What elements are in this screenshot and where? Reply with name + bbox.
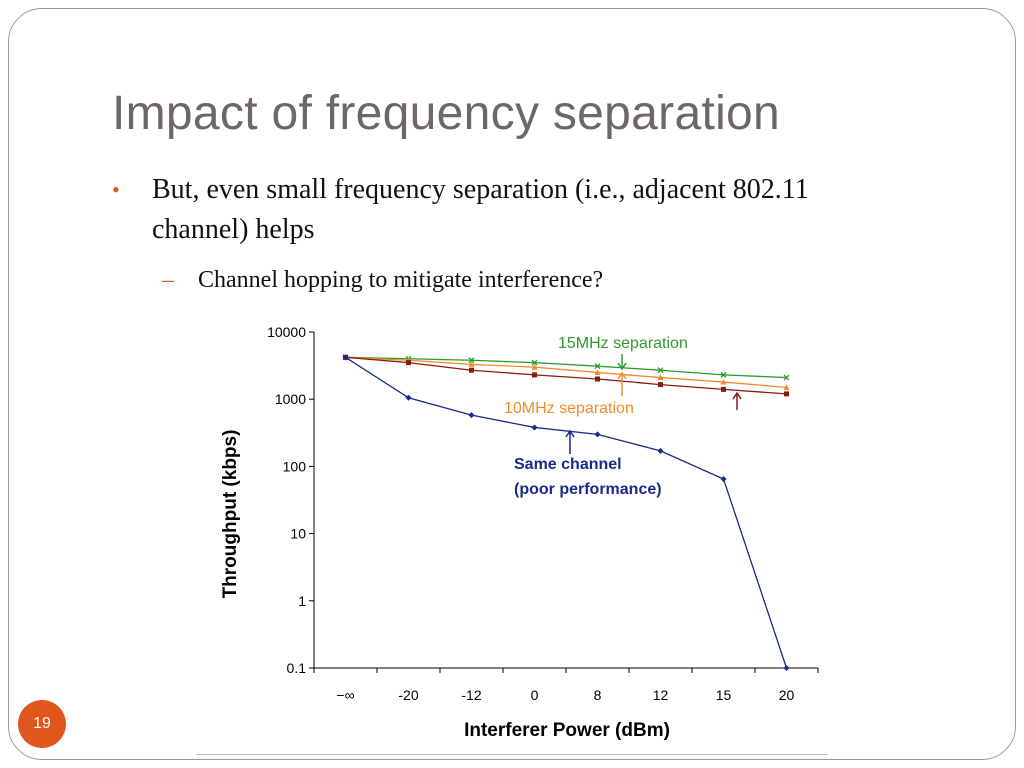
arrow-icon <box>617 371 627 396</box>
data-point <box>531 424 538 431</box>
data-point <box>657 374 664 381</box>
y-tick-label: 1000 <box>275 391 306 407</box>
data-point <box>595 376 600 382</box>
chart-series <box>342 354 790 671</box>
x-tick-label: 15 <box>716 687 732 703</box>
y-tick-label: 10000 <box>267 324 306 340</box>
y-tick-label: 100 <box>283 458 307 474</box>
x-tick-label: 20 <box>779 687 795 703</box>
series-line <box>345 356 787 395</box>
data-point <box>468 357 475 364</box>
x-axis-label: Interferer Power (dBm) <box>464 720 670 741</box>
series-line <box>345 356 787 379</box>
data-point <box>468 361 475 367</box>
data-point <box>784 391 789 397</box>
data-point <box>469 367 474 373</box>
data-point <box>531 359 538 366</box>
arrow-icon <box>617 354 627 371</box>
data-point <box>342 354 349 361</box>
data-point <box>657 447 664 454</box>
y-tick-label: 10 <box>290 526 306 542</box>
data-point <box>783 374 790 381</box>
slide-title: Impact of frequency separation <box>112 87 781 140</box>
x-tick-label: 12 <box>653 687 669 703</box>
throughput-chart: 10000 1000 100 10 1 0.1 −∞ -20 -12 0 8 12 15 20 15MHz… <box>220 324 819 741</box>
data-point <box>594 431 601 438</box>
data-point <box>405 394 412 401</box>
data-point <box>594 363 601 370</box>
arrow-icon <box>732 391 742 410</box>
sub-bullet-text: Channel hopping to mitigate interference… <box>198 267 604 293</box>
annotation-10mhz: 10MHz separation <box>504 400 634 417</box>
arrow-icon <box>565 429 575 454</box>
chart-annotations: 15MHz separation 10MHz separation Same cha… <box>504 335 742 498</box>
slide-frame <box>8 8 1016 760</box>
annotation-same-channel: Same channel <box>514 456 622 473</box>
data-point <box>720 371 727 378</box>
data-point <box>657 367 664 374</box>
data-point <box>406 360 411 366</box>
sub-bullet-marker: – <box>162 267 174 293</box>
x-tick-label: −∞ <box>336 687 354 703</box>
x-tick-label: 0 <box>531 687 539 703</box>
data-point <box>783 665 790 671</box>
data-point <box>531 364 538 370</box>
y-tick-label: 1 <box>298 593 306 609</box>
chart-ticks: 10000 1000 100 10 1 0.1 −∞ -20 -12 0 8 12 15 20 <box>267 324 819 703</box>
footer-rule <box>196 754 828 755</box>
y-tick-label: 0.1 <box>287 660 307 676</box>
x-tick-label: 8 <box>594 687 602 703</box>
data-point <box>532 372 537 378</box>
x-tick-label: -20 <box>398 687 418 703</box>
data-point <box>720 475 727 482</box>
data-point <box>720 379 727 385</box>
data-point <box>721 386 726 392</box>
chart-axes <box>313 332 818 669</box>
bullet-marker: • <box>112 177 120 202</box>
data-point <box>783 384 790 390</box>
data-point <box>658 382 663 388</box>
page-number-badge: 19 <box>18 700 66 748</box>
x-tick-label: -12 <box>461 687 481 703</box>
data-point <box>468 412 475 419</box>
bullet-text: But, even small frequency separation (i.… <box>152 174 809 245</box>
annotation-poor-performance: (poor performance) <box>514 481 662 498</box>
annotation-15mhz: 15MHz separation <box>558 335 688 352</box>
series-line <box>345 356 787 389</box>
data-point <box>594 369 601 375</box>
series-line <box>345 356 788 669</box>
y-axis-label: Throughput (kbps) <box>220 430 241 599</box>
